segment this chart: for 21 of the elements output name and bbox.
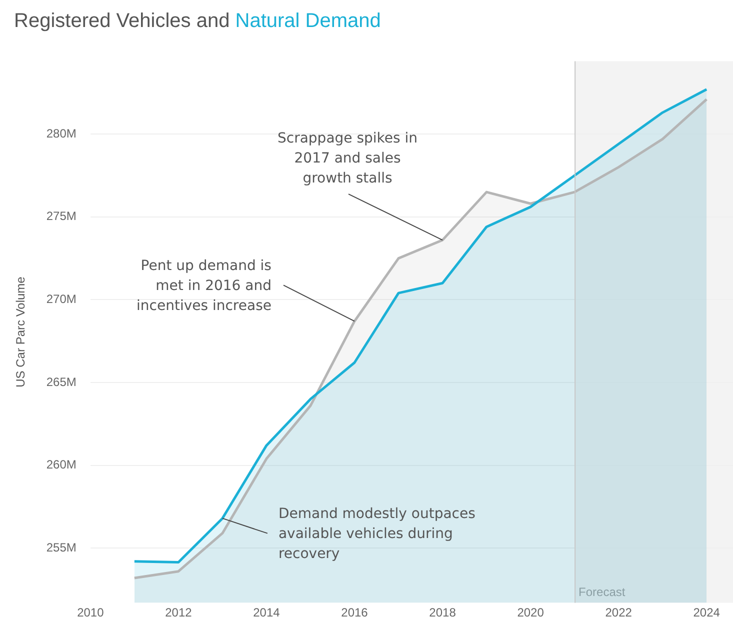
- x-tick-label: 2010: [77, 605, 104, 620]
- annotation: Scrappage spikes in 2017 and sales growth stalls: [278, 130, 418, 187]
- annotation: Demand modestly outpaces available vehicles during recovery: [278, 506, 476, 562]
- y-tick-label: 260M: [46, 458, 76, 472]
- y-axis-title: US Car Parc Volume: [14, 276, 28, 388]
- chart-title: Registered Vehicles and: [14, 10, 230, 32]
- y-tick-label: 255M: [46, 540, 76, 554]
- x-tick-label: 2014: [253, 605, 280, 620]
- y-tick-label: 275M: [46, 209, 76, 224]
- y-tick-label: 270M: [46, 292, 76, 306]
- x-tick-label: 2018: [429, 605, 456, 620]
- y-tick-label: 265M: [46, 374, 76, 389]
- x-tick-label: 2016: [341, 605, 368, 620]
- band-label: Forecast: [578, 585, 626, 600]
- x-tick-label: 2012: [165, 605, 192, 620]
- x-tick-label: 2024: [693, 605, 720, 620]
- annotation: Pent up demand is met in 2016 and incentives increase: [136, 258, 272, 314]
- text: Natural Demand: [234, 10, 381, 32]
- x-tick-label: 2022: [605, 605, 632, 620]
- y-tick-label: 280M: [46, 126, 76, 140]
- x-tick-label: 2020: [517, 605, 544, 620]
